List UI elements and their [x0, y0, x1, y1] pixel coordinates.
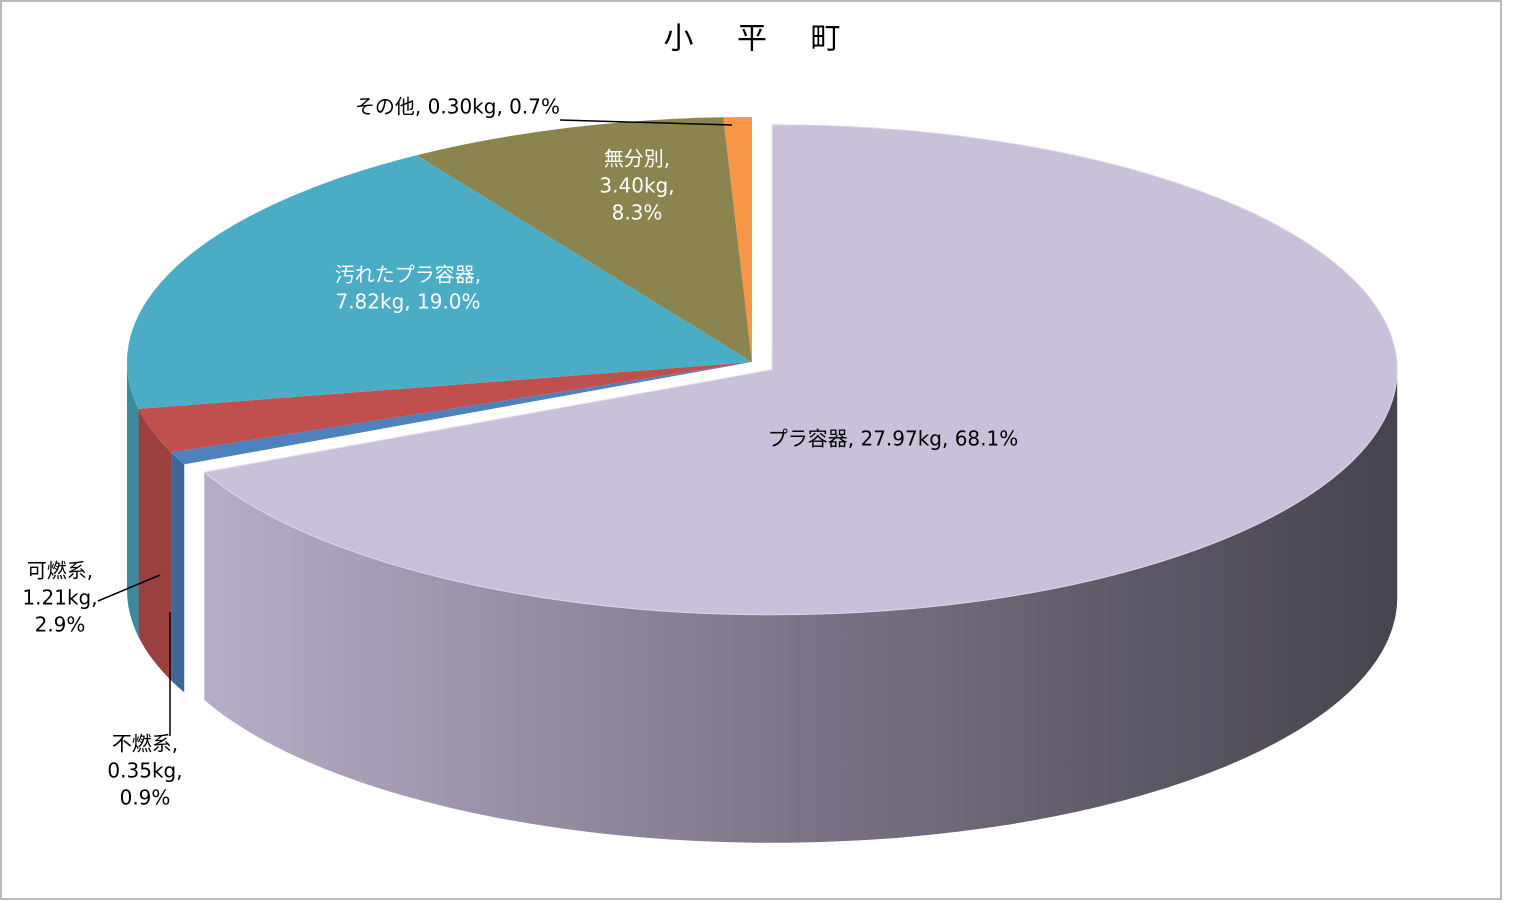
- slice-side: [127, 362, 139, 637]
- data-label: 2.9%: [35, 613, 86, 637]
- data-label: 8.3%: [612, 201, 663, 225]
- data-label: 汚れたプラ容器,: [335, 263, 481, 287]
- data-label: 3.40kg,: [599, 174, 674, 198]
- data-label: その他, 0.30kg, 0.7%: [355, 95, 560, 119]
- slice: [203, 124, 1398, 616]
- data-label: 7.82kg, 19.0%: [335, 290, 480, 314]
- data-label: 0.9%: [120, 786, 171, 810]
- slice-side: [204, 369, 1398, 843]
- slice: [171, 362, 753, 465]
- leader-line: [97, 574, 161, 602]
- slice: [723, 117, 752, 362]
- leader-line: [559, 119, 733, 126]
- chart-title: 小 平 町: [663, 22, 840, 57]
- slice: [416, 117, 752, 362]
- slice: [126, 155, 752, 409]
- labels: プラ容器, 27.97kg, 68.1% 不燃系, 0.35kg, 0.9% 可燃系, 1…: [22, 95, 1018, 810]
- data-label: 無分別,: [604, 147, 670, 171]
- slice-side: [138, 408, 172, 681]
- data-label: プラ容器, 27.97kg, 68.1%: [768, 427, 1019, 451]
- slice-side: [171, 452, 185, 693]
- data-label: 0.35kg,: [107, 759, 182, 783]
- data-label: 不燃系,: [112, 732, 178, 756]
- data-label: 可燃系,: [27, 559, 93, 583]
- slice: [138, 362, 753, 453]
- pie: [126, 117, 1398, 843]
- data-label: 1.21kg,: [22, 586, 97, 610]
